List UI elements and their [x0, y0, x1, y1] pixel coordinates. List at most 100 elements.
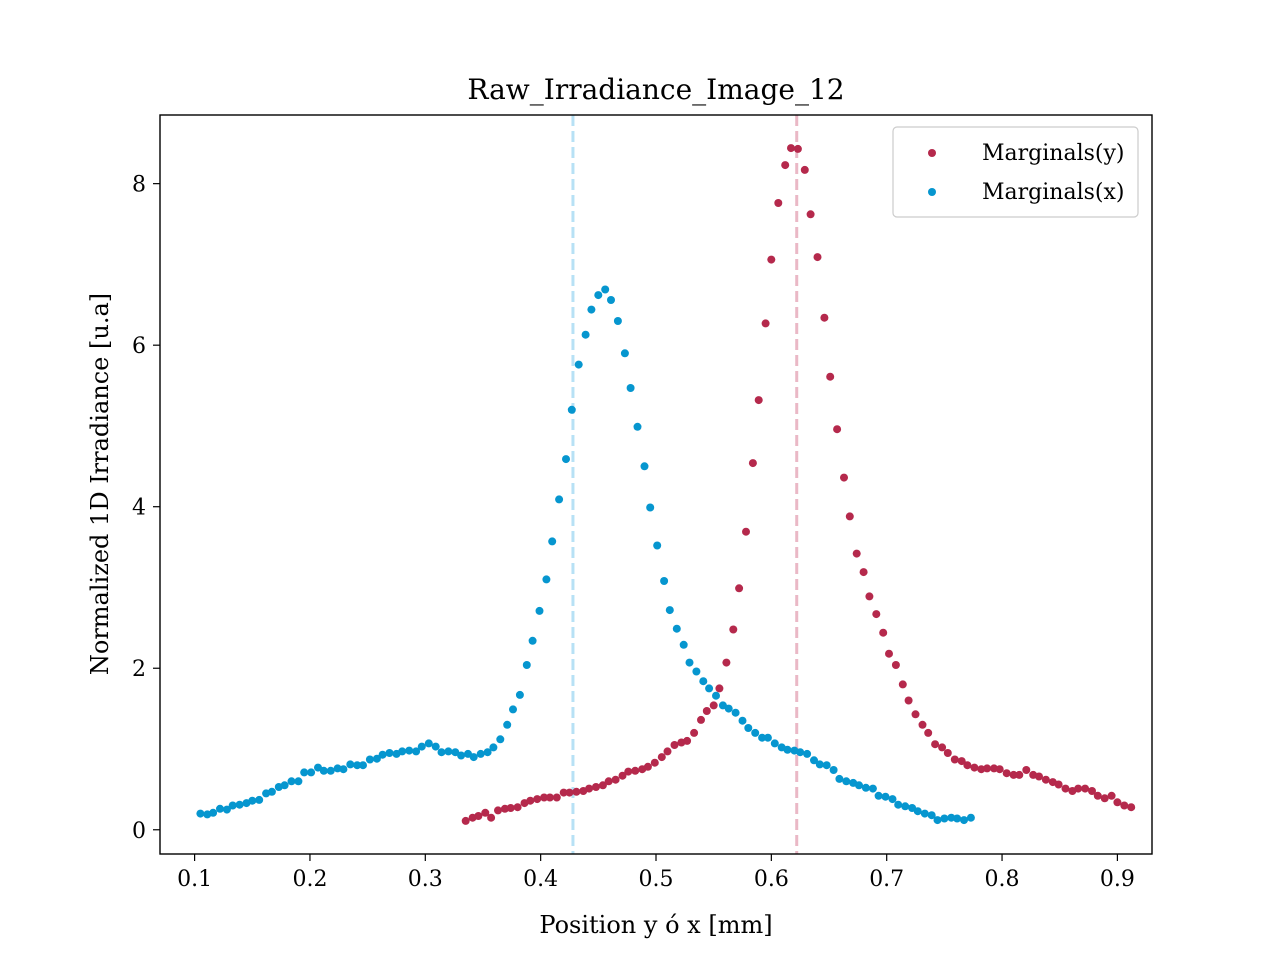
point-marginals-y: [643, 762, 652, 771]
point-marginals-y: [481, 808, 490, 817]
point-marginals-y: [879, 628, 888, 637]
point-marginals-y: [1061, 784, 1070, 793]
point-marginals-x: [927, 811, 936, 820]
point-marginals-y: [1127, 803, 1136, 812]
point-marginals-x: [548, 537, 557, 546]
point-marginals-x: [359, 761, 367, 770]
legend-box: [892, 126, 1139, 218]
point-marginals-x: [874, 791, 883, 800]
point-marginals-x: [365, 755, 374, 764]
point-marginals-y: [526, 796, 535, 805]
point-marginals-y: [995, 765, 1004, 774]
point-marginals-y: [911, 710, 920, 719]
point-marginals-y: [1054, 780, 1063, 789]
x-tick-label: 0.5: [639, 867, 674, 892]
point-marginals-x: [810, 756, 818, 765]
legend-label-marginals-y: Marginals(y): [982, 141, 1124, 166]
point-marginals-x: [267, 787, 276, 796]
point-marginals-y: [957, 757, 966, 766]
point-marginals-x: [861, 783, 870, 792]
point-marginals-x: [738, 716, 747, 725]
point-marginals-y: [506, 804, 515, 812]
point-marginals-x: [796, 748, 805, 757]
point-marginals-y: [787, 144, 795, 153]
point-marginals-y: [624, 767, 633, 776]
point-marginals-x: [881, 792, 890, 801]
x-tick-label: 0.8: [985, 867, 1020, 892]
point-marginals-x: [451, 748, 460, 757]
point-marginals-y: [891, 661, 900, 669]
point-marginals-y: [806, 210, 815, 219]
point-marginals-x: [417, 742, 426, 751]
point-marginals-y: [690, 728, 699, 737]
point-marginals-x: [966, 813, 975, 822]
point-marginals-x: [372, 754, 381, 763]
point-marginals-x: [319, 766, 328, 775]
point-marginals-x: [555, 495, 564, 504]
point-marginals-y: [918, 720, 927, 729]
point-marginals-y: [598, 781, 607, 790]
point-marginals-x: [587, 305, 596, 314]
point-marginals-y: [1100, 794, 1109, 803]
y-tick-label: 4: [132, 496, 146, 521]
point-marginals-x: [581, 330, 590, 339]
point-marginals-x: [385, 749, 394, 757]
point-marginals-y: [683, 736, 692, 745]
point-marginals-x: [940, 814, 949, 823]
point-marginals-y: [865, 592, 874, 601]
x-tick-label: 0.2: [292, 867, 327, 892]
point-marginals-y: [938, 743, 947, 752]
point-marginals-y: [1107, 791, 1116, 800]
point-marginals-y: [781, 161, 790, 170]
reference-lines: [571, 115, 799, 854]
point-marginals-y: [611, 775, 620, 784]
point-marginals-y: [1035, 772, 1043, 781]
point-marginals-x: [378, 750, 387, 759]
point-marginals-y: [604, 777, 613, 786]
point-marginals-y: [618, 771, 627, 780]
point-marginals-y: [885, 649, 893, 658]
point-marginals-x: [679, 640, 688, 649]
point-marginals-x: [437, 748, 446, 757]
point-marginals-x: [868, 784, 877, 793]
point-marginals-x: [542, 575, 551, 584]
x-axis-label: Position y ó x [mm]: [539, 911, 772, 939]
point-marginals-y: [474, 812, 483, 820]
point-marginals-x: [751, 728, 760, 737]
point-marginals-x: [562, 455, 570, 464]
point-marginals-y: [963, 761, 972, 770]
point-marginals-x: [620, 349, 629, 358]
point-marginals-y: [1093, 791, 1102, 800]
point-marginals-y: [663, 747, 672, 756]
legend-marker-marginals-y: [928, 149, 936, 157]
point-marginals-x: [483, 748, 492, 757]
point-marginals-y: [1009, 770, 1018, 779]
point-marginals-x: [287, 777, 296, 786]
point-marginals-x: [346, 760, 355, 769]
point-marginals-x: [209, 808, 218, 817]
point-marginals-x: [522, 661, 531, 669]
point-marginals-y: [650, 758, 659, 767]
point-marginals-y: [970, 763, 979, 772]
point-marginals-x: [489, 743, 498, 752]
point-marginals-x: [803, 749, 812, 758]
point-marginals-x: [783, 745, 792, 754]
point-marginals-x: [457, 751, 466, 760]
point-marginals-y: [1081, 784, 1090, 793]
point-marginals-y: [904, 696, 913, 705]
point-marginals-x: [835, 774, 844, 783]
point-marginals-y: [1120, 801, 1129, 810]
point-marginals-y: [487, 813, 496, 822]
chart-title: Raw_Irradiance_Image_12: [467, 73, 844, 106]
point-marginals-y: [494, 806, 502, 815]
point-marginals-y: [585, 784, 594, 793]
point-marginals-y: [1015, 770, 1024, 779]
point-marginals-y: [800, 165, 809, 174]
point-marginals-x: [829, 766, 838, 774]
point-marginals-y: [552, 793, 561, 802]
point-marginals-y: [729, 625, 738, 634]
point-marginals-y: [1074, 784, 1083, 793]
point-marginals-y: [545, 793, 554, 802]
point-marginals-x: [712, 691, 720, 700]
point-marginals-x: [744, 724, 753, 732]
